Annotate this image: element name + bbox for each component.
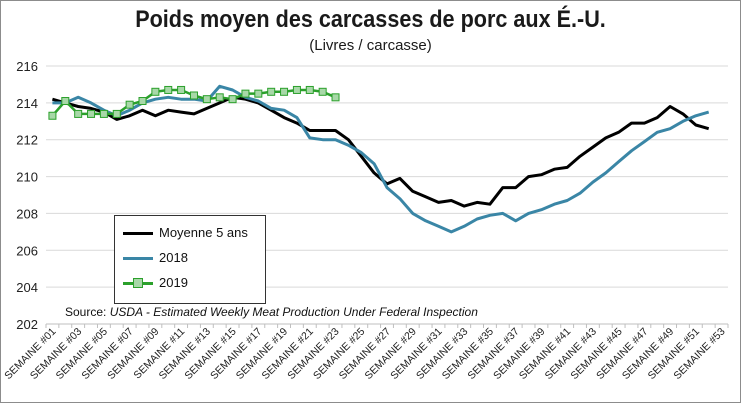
data-point-2019 bbox=[99, 109, 108, 118]
data-point-2019 bbox=[305, 85, 314, 94]
y-tick-label: 202 bbox=[16, 317, 38, 332]
data-point-2019 bbox=[331, 93, 340, 102]
legend-line-moyenne bbox=[123, 232, 153, 235]
y-tick-label: 210 bbox=[16, 170, 38, 185]
legend-marker-2019 bbox=[133, 278, 143, 288]
data-point-2019 bbox=[280, 87, 289, 96]
data-point-2019 bbox=[254, 89, 263, 98]
data-point-2019 bbox=[241, 89, 250, 98]
data-point-2019 bbox=[74, 109, 83, 118]
data-point-2019 bbox=[189, 91, 198, 100]
data-point-2019 bbox=[164, 85, 173, 94]
data-point-2019 bbox=[48, 111, 57, 120]
series-line-2018 bbox=[52, 84, 710, 234]
data-point-2019 bbox=[112, 109, 121, 118]
legend-label-2019: 2019 bbox=[159, 275, 188, 290]
data-point-2019 bbox=[215, 93, 224, 102]
legend-label-2018: 2018 bbox=[159, 250, 188, 265]
source-prefix: Source: bbox=[65, 305, 110, 319]
y-tick-label: 206 bbox=[16, 243, 38, 258]
data-point-2019 bbox=[292, 85, 301, 94]
axes bbox=[45, 323, 729, 328]
data-point-2019 bbox=[61, 97, 70, 106]
data-point-2019 bbox=[202, 95, 211, 104]
y-tick-label: 212 bbox=[16, 133, 38, 148]
legend-line-2018 bbox=[123, 257, 153, 260]
y-tick-label: 208 bbox=[16, 206, 38, 221]
data-point-2019 bbox=[125, 100, 134, 109]
data-point-2019 bbox=[318, 87, 327, 96]
data-point-2019 bbox=[228, 95, 237, 104]
source-text: USDA - Estimated Weekly Meat Production … bbox=[109, 305, 478, 319]
series-line-moyenne-5-ans bbox=[51, 95, 710, 208]
legend: Moyenne 5 ans 2018 2019 bbox=[114, 215, 266, 304]
legend-label-moyenne: Moyenne 5 ans bbox=[159, 225, 248, 240]
y-tick-label: 204 bbox=[16, 280, 38, 295]
source-note: Source: USDA - Estimated Weekly Meat Pro… bbox=[65, 305, 478, 319]
data-point-2019 bbox=[151, 87, 160, 96]
data-point-2019 bbox=[138, 97, 147, 106]
y-axis-ticks: 202 204 206 208 210 212 214 216 bbox=[16, 59, 38, 332]
chart-subtitle: (Livres / carcasse) bbox=[309, 37, 432, 54]
chart-title: Poids moyen des carcasses de porc aux É.… bbox=[135, 6, 606, 33]
data-point-2019 bbox=[177, 85, 186, 94]
data-point-2019 bbox=[267, 87, 276, 96]
y-tick-label: 214 bbox=[16, 96, 38, 111]
y-tick-label: 216 bbox=[16, 59, 38, 74]
series bbox=[48, 84, 710, 234]
data-point-2019 bbox=[87, 109, 96, 118]
